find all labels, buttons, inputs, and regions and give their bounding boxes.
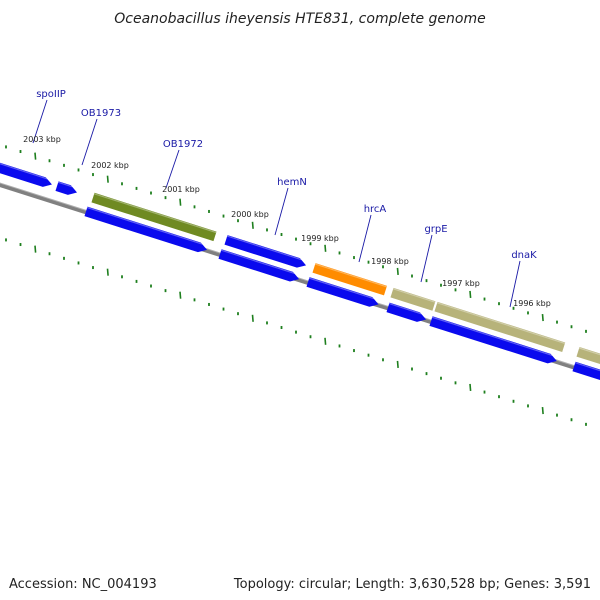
gene-shine	[437, 302, 566, 345]
tick-marks	[5, 145, 587, 426]
tick-mark	[324, 244, 327, 252]
scale-label: 1997 kbp	[442, 279, 480, 288]
gene-label: OB1972	[163, 139, 203, 150]
gene-shape	[55, 181, 78, 195]
gene-arrow	[84, 206, 208, 253]
gene-arrow	[429, 316, 557, 364]
gene-leader-line	[420, 234, 433, 283]
gene-shine	[0, 160, 48, 180]
scale-label: 1998 kbp	[371, 257, 409, 266]
tick-mark	[106, 268, 109, 276]
gene-shape	[306, 277, 379, 307]
gene-arrow	[306, 277, 379, 307]
gene-leader-line	[81, 118, 98, 166]
tick-mark	[251, 221, 254, 229]
tick-mark	[469, 290, 472, 299]
tick-mark	[396, 267, 399, 275]
gene-shine	[575, 362, 600, 375]
gene-shape	[224, 235, 307, 268]
tick-mark	[541, 406, 544, 415]
tick-mark	[469, 383, 472, 392]
topology-text: Topology: circular; Length: 3,630,528 bp…	[233, 577, 591, 592]
scale-label: 1996 kbp	[513, 299, 551, 308]
tick-mark	[251, 314, 254, 322]
gene-shape	[429, 316, 557, 364]
gene-arrow	[224, 235, 307, 268]
scale-labels: 2003 kbp 2002 kbp 2001 kbp 2000 kbp 1999 kbp…	[23, 135, 551, 308]
scale-label: 2000 kbp	[231, 210, 269, 219]
gene-leader-line	[358, 214, 372, 263]
gene-shine	[315, 263, 387, 288]
gene-label: spoIIP	[36, 89, 66, 100]
gene-shape	[386, 302, 427, 322]
gene-arrow	[572, 361, 600, 383]
gene-shape	[572, 361, 600, 383]
gene-shine	[389, 303, 422, 315]
gene-features	[0, 160, 600, 383]
gene-shine	[579, 347, 600, 359]
scale-label: 2001 kbp	[162, 185, 200, 194]
tick-mark	[324, 337, 327, 345]
tick-mark	[34, 152, 37, 160]
scale-label: 1999 kbp	[301, 234, 339, 243]
gene-label: hrcA	[364, 204, 387, 215]
gene-arrow	[218, 249, 300, 282]
gene-arrow	[55, 181, 78, 195]
gene-arrow	[91, 192, 217, 242]
scale-label: 2002 kbp	[91, 161, 129, 170]
map-title: Oceanobacillus iheyensis HTE831, complet…	[114, 11, 485, 27]
gene-shape	[434, 301, 566, 353]
tick-mark	[541, 313, 544, 322]
gene-shine	[432, 316, 553, 357]
gene-shape	[0, 160, 52, 187]
gene-labels: spoIIP OB1973 OB1972 hemN hrcA grpE dnaK	[32, 89, 537, 308]
gene-arrow	[0, 160, 52, 187]
gene-shape	[218, 249, 300, 282]
tick-mark	[34, 245, 37, 253]
gene-arrow	[386, 302, 427, 322]
gene-label: grpE	[424, 224, 447, 235]
gene-shape	[91, 192, 217, 242]
tick-mark	[396, 360, 399, 368]
gene-shine	[58, 181, 73, 188]
gene-leader-line	[509, 260, 521, 308]
gene-leader-line	[165, 149, 180, 189]
gene-shape	[576, 347, 600, 367]
gene-label: hemN	[277, 177, 307, 188]
tick-mark	[179, 198, 182, 206]
gene-shine	[393, 288, 436, 303]
gene-label: OB1973	[81, 108, 121, 119]
gene-arrow	[576, 347, 600, 367]
gene-leader-line	[32, 99, 48, 144]
gene-label: dnaK	[511, 250, 537, 261]
gene-shape	[84, 206, 208, 253]
gene-shine	[87, 206, 203, 245]
gene-arrow	[434, 301, 566, 353]
gene-shine	[221, 249, 295, 275]
gene-shine	[227, 235, 302, 261]
gene-arrow	[312, 263, 387, 296]
gene-shape	[312, 263, 387, 296]
scale-label: 2003 kbp	[23, 135, 61, 144]
accession-text: Accession: NC_004193	[9, 577, 157, 592]
gene-shine	[94, 193, 217, 234]
gene-leader-line	[274, 187, 289, 236]
gene-arrow	[390, 287, 436, 311]
gene-shine	[309, 277, 375, 300]
tick-mark	[179, 291, 182, 299]
tick-mark	[106, 175, 109, 183]
gene-shape	[390, 287, 436, 311]
